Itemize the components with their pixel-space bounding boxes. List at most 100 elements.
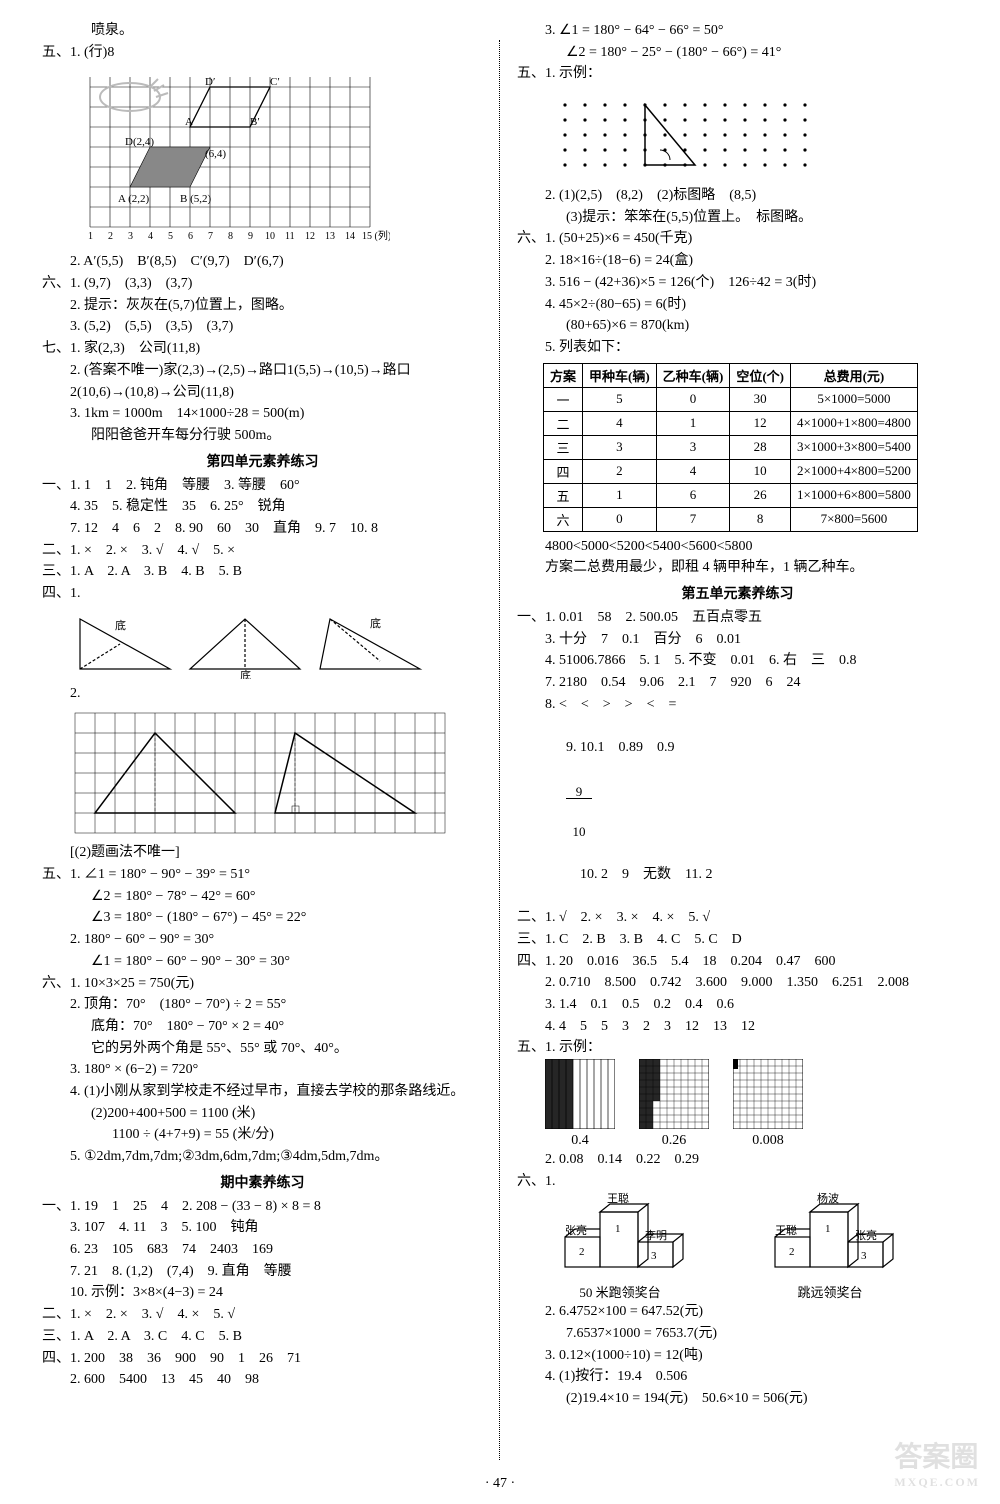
td: 7×800=5600 [791, 507, 918, 531]
svg-text:C′: C′ [270, 76, 280, 88]
td: 26 [730, 483, 791, 507]
svg-text:3: 3 [651, 1250, 657, 1262]
svg-text:底: 底 [240, 668, 251, 679]
numerator: 9 [566, 785, 592, 799]
td: 0 [583, 507, 657, 531]
text: 五、1. ∠1 = 180° − 90° − 39° = 51° [42, 864, 483, 886]
block-label: 0.4 [545, 1133, 615, 1149]
decimal-blocks: 0.4 0.26 0.008 [545, 1059, 958, 1149]
td: 三 [543, 435, 582, 459]
td: 2×1000+4×800=5200 [791, 459, 918, 483]
td: 4 [583, 411, 657, 435]
unit4-title: 第四单元素养练习 [42, 451, 483, 471]
text: 7. 2180 0.54 9.06 2.1 7 920 6 24 [517, 672, 958, 694]
text: 4. 51006.7866 5. 1 5. 不变 0.01 6. 右 三 0.8 [517, 650, 958, 672]
text: 2. [42, 683, 483, 705]
block-label: 0.26 [639, 1133, 709, 1149]
td: 4 [656, 459, 730, 483]
th: 甲种车(辆) [583, 363, 657, 387]
text: 七、1. 家(2,3) 公司(11,8) [42, 338, 483, 360]
text: 2. 6.4752×100 = 647.52(元) [517, 1301, 958, 1323]
text: 4. 35 5. 稳定性 35 6. 25° 锐角 [42, 496, 483, 518]
th: 空位(个) [730, 363, 791, 387]
text: (2)19.4×10 = 194(元) 50.6×10 = 506(元) [517, 1388, 958, 1410]
svg-text:10: 10 [265, 231, 275, 242]
svg-text:15 (列): 15 (列) [362, 229, 390, 242]
svg-text:(6,4): (6,4) [205, 148, 226, 160]
axis-label: (行) [84, 45, 107, 60]
text: 六、1. 10×3×25 = 750(元) [42, 973, 483, 995]
td: 12 [730, 411, 791, 435]
text: 三、1. C 2. B 3. B 4. C 5. C D [517, 929, 958, 951]
svg-text:3: 3 [128, 231, 133, 242]
fraction: 9 10 [566, 759, 592, 864]
svg-text:9: 9 [248, 231, 253, 242]
svg-text:6: 6 [188, 231, 193, 242]
text: ∠1 = 180° − 60° − 90° − 30° = 30° [42, 951, 483, 973]
td: 5 [583, 387, 657, 411]
text: 三、1. A 2. A 3. B 4. B 5. B [42, 561, 483, 583]
td: 6 [656, 483, 730, 507]
text: 2. 0.08 0.14 0.22 0.29 [517, 1149, 958, 1171]
text: 10. 示例：3×8×(4−3) = 24 [42, 1282, 483, 1304]
td: 3 [583, 435, 657, 459]
svg-text:13: 13 [325, 231, 335, 242]
text: 3. 516 − (42+36)×5 = 126(个) 126÷42 = 3(时… [517, 272, 958, 294]
text: 四、1. 200 38 36 900 90 1 26 71 [42, 1348, 483, 1370]
text: ∠2 = 180° − 78° − 42° = 60° [42, 886, 483, 908]
th: 乙种车(辆) [656, 363, 730, 387]
svg-text:1: 1 [88, 231, 93, 242]
svg-text:8: 8 [228, 231, 233, 242]
podium-caption: 50 米跑领奖台 [545, 1282, 695, 1301]
text: 2. (答案不唯一)家(2,3)→(2,5)→路口1(5,5)→(10,5)→路… [42, 360, 483, 403]
svg-text:李明: 李明 [645, 1228, 667, 1242]
text: 4. 4 5 5 3 2 3 12 13 12 [517, 1016, 958, 1038]
label-wu: 五、1. (行)8 [42, 42, 483, 64]
text: 2. 顶角：70° (180° − 70°) ÷ 2 = 55° [42, 994, 483, 1016]
text: 六、1. (50+25)×6 = 450(千克) [517, 228, 958, 250]
svg-text:A (2,2): A (2,2) [118, 193, 150, 205]
text: 7. 12 4 6 2 8. 90 60 30 直角 9. 7 10. 8 [42, 518, 483, 540]
text: 4. (1)小刚从家到学校走不经过早市，直接去学校的那条路线近。 [42, 1081, 483, 1103]
triangles-figure: 底 底 底 [70, 609, 483, 679]
coord-grid-figure: A (2,2)B (5,2) D(2,4)(6,4) D′C′ A′B′ 123… [70, 67, 483, 247]
svg-text:11: 11 [285, 231, 295, 242]
svg-text:2: 2 [579, 1246, 585, 1258]
text: 阳阳爸爸开车每分行驶 500m。 [42, 425, 483, 447]
text: 3. 十分 7 0.1 百分 6 0.01 [517, 629, 958, 651]
text: 一、1. 1 1 2. 钝角 等腰 3. 等腰 60° [42, 475, 483, 497]
text: 9. 10.1 0.89 0.9 9 10 10. 2 9 无数 11. 2 [517, 715, 958, 907]
text: 二、1. × 2. × 3. √ 4. × 5. √ [42, 1304, 483, 1326]
th: 方案 [543, 363, 582, 387]
text: 五、1. 示例： [517, 1037, 958, 1059]
text: 4. (1)按行：19.4 0.506 [517, 1366, 958, 1388]
th: 总费用(元) [791, 363, 918, 387]
text: ∠2 = 180° − 25° − (180° − 66°) = 41° [517, 42, 958, 64]
svg-text:7: 7 [208, 231, 213, 242]
plan-table: 方案 甲种车(辆) 乙种车(辆) 空位(个) 总费用(元) 一50305×100… [543, 363, 918, 532]
text: 3. 180° × (6−2) = 720° [42, 1059, 483, 1081]
block-label: 0.008 [733, 1133, 803, 1149]
wm-text: 答案圈 [894, 1442, 978, 1473]
td: 5×1000=5000 [791, 387, 918, 411]
td: 四 [543, 459, 582, 483]
td: 3×1000+3×800=5400 [791, 435, 918, 459]
svg-text:2: 2 [108, 231, 113, 242]
text: 2. 提示：灰灰在(5,7)位置上，图略。 [42, 295, 483, 317]
text: 3. (5,2) (5,5) (3,5) (3,7) [42, 316, 483, 338]
text: 3. 0.12×(1000÷10) = 12(吨) [517, 1345, 958, 1367]
dot-grid-figure [545, 85, 958, 185]
text: 2. 0.710 8.500 0.742 3.600 9.000 1.350 6… [517, 972, 958, 994]
svg-text:2: 2 [789, 1246, 795, 1258]
text: 2. (1)(2,5) (8,2) (2)标图略 (8,5) [517, 185, 958, 207]
text: 2. 18×16÷(18−6) = 24(盒) [517, 250, 958, 272]
text: 2. 180° − 60° − 90° = 30° [42, 929, 483, 951]
text: 二、1. √ 2. × 3. × 4. × 5. √ [517, 907, 958, 929]
text: 4800<5000<5200<5400<5600<5800 [517, 536, 958, 558]
text: 三、1. A 2. A 3. C 4. C 5. B [42, 1326, 483, 1348]
text: 方案二总费用最少，即租 4 辆甲种车，1 辆乙种车。 [517, 557, 958, 579]
td: 4×1000+1×800=4800 [791, 411, 918, 435]
mid-title: 期中素养练习 [42, 1172, 483, 1192]
text: 二、1. × 2. × 3. √ 4. √ 5. × [42, 540, 483, 562]
td: 一 [543, 387, 582, 411]
